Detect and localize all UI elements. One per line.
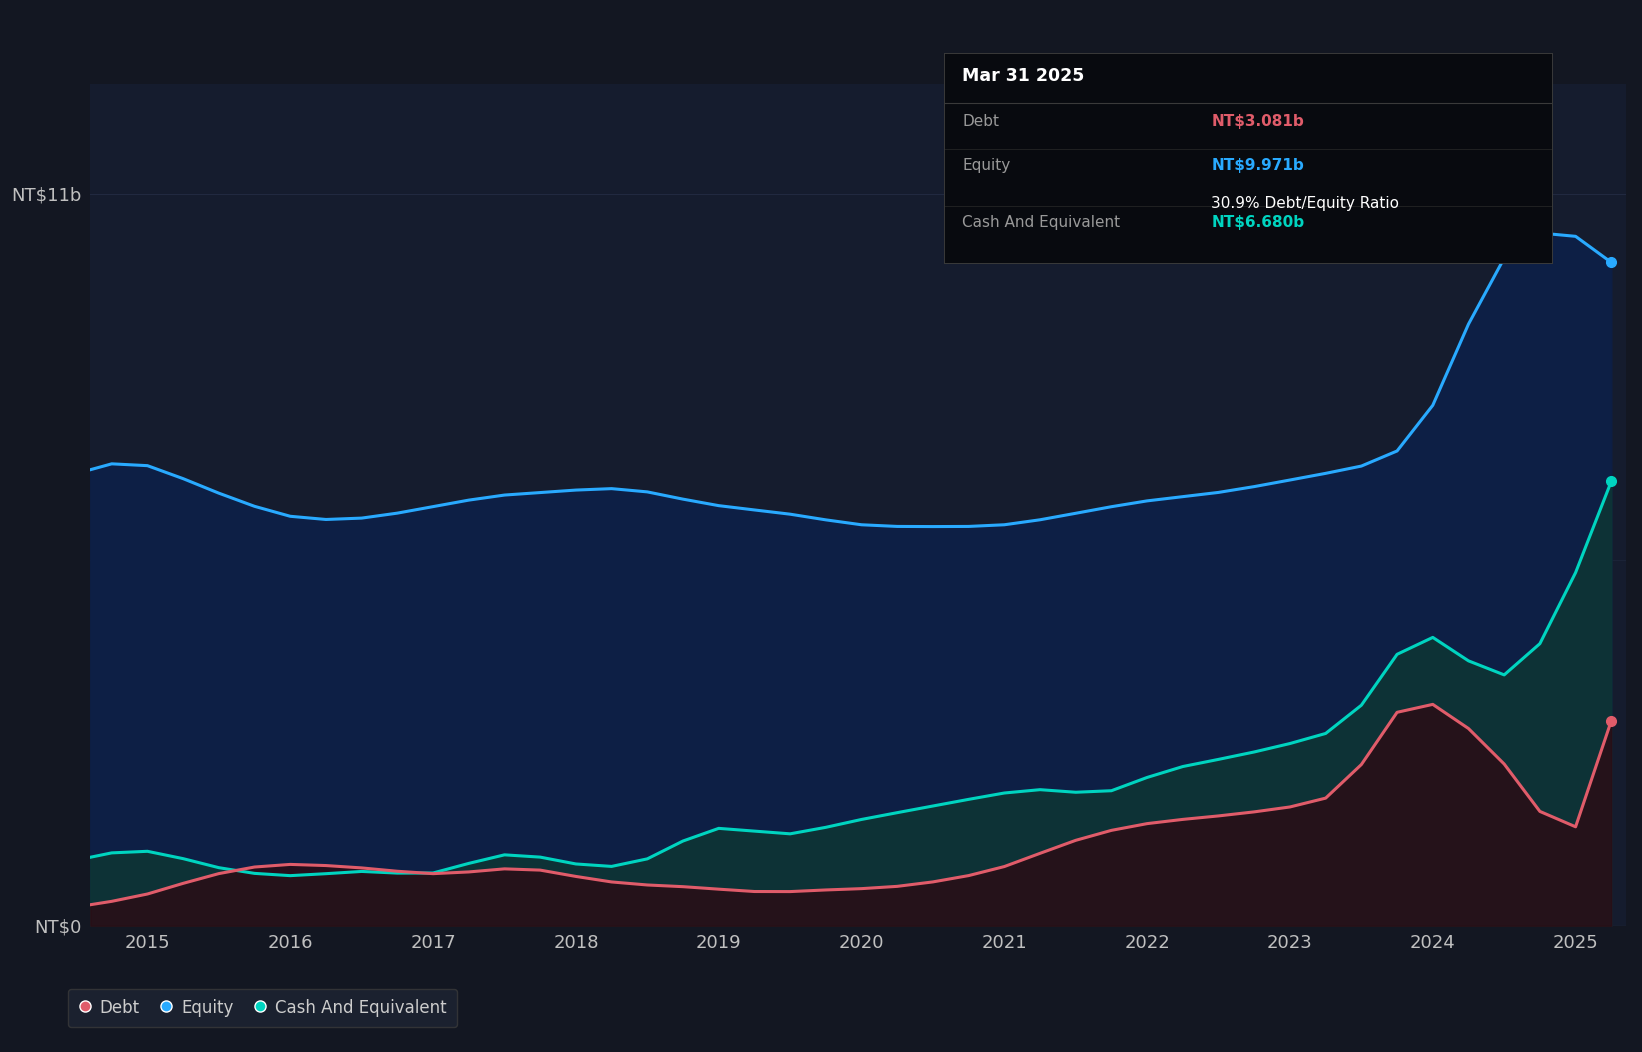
Text: NT$9.971b: NT$9.971b <box>1212 158 1304 173</box>
Text: NT$3.081b: NT$3.081b <box>1212 114 1304 128</box>
Text: NT$6.680b: NT$6.680b <box>1212 215 1305 229</box>
Legend: Debt, Equity, Cash And Equivalent: Debt, Equity, Cash And Equivalent <box>67 989 456 1027</box>
Text: Debt: Debt <box>962 114 1000 128</box>
Text: Equity: Equity <box>962 158 1010 173</box>
Text: Mar 31 2025: Mar 31 2025 <box>962 67 1085 85</box>
Text: Cash And Equivalent: Cash And Equivalent <box>962 215 1120 229</box>
Text: 30.9% Debt/Equity Ratio: 30.9% Debt/Equity Ratio <box>1212 196 1399 210</box>
